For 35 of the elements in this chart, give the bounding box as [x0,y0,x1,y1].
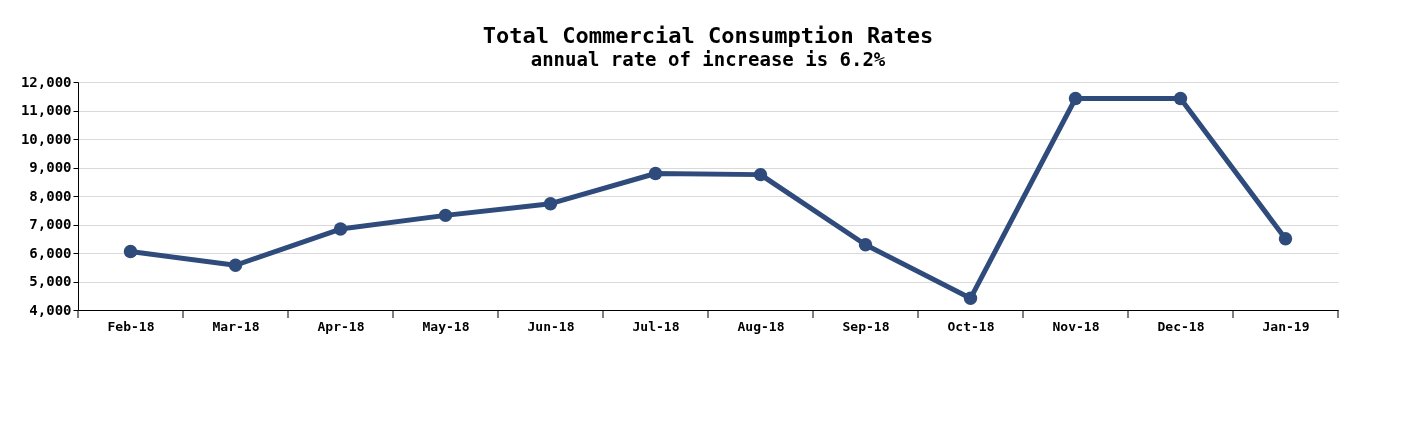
x-tick-label: Aug-18 [737,318,785,334]
point [1173,91,1188,106]
point [438,208,453,223]
y-tick-label: 12,000 [20,73,72,90]
y-tick-label: 11,000 [20,102,72,118]
chart-subtitle: annual rate of increase is 6.2% [530,48,886,70]
point [333,222,348,236]
x-tick-label: Jun-18 [527,318,575,334]
x-tick-label: Nov-18 [1052,318,1100,334]
point [963,291,978,306]
point [543,197,558,211]
y-tick-label: 4,000 [29,301,72,318]
point [648,166,663,181]
point [228,258,243,272]
y-tick-label: 8,000 [29,187,72,204]
x-tick-label: Jan-19 [1262,318,1310,334]
y-tick-label: 7,000 [29,216,72,232]
point [1278,232,1293,246]
x-tick-label: Feb-18 [107,318,155,334]
x-tick-label: Apr-18 [317,318,365,334]
y-tick-label: 9,000 [29,159,72,175]
point [753,167,768,182]
point [123,244,138,259]
y-tick-label: 6,000 [29,244,72,261]
x-tick-label: Jul-18 [632,318,680,334]
x-tick-label: Oct-18 [947,318,995,334]
point [858,238,873,252]
point [1068,91,1083,106]
y-tick-label: 10,000 [20,130,72,147]
x-tick-label: Sep-18 [842,318,890,334]
chart-title: Total Commercial Consumption Rates [482,23,934,48]
y-tick-label: 5,000 [29,273,72,289]
x-tick-label: Mar-18 [212,318,260,334]
x-tick-label: Dec-18 [1157,318,1205,334]
x-tick-label: May-18 [422,318,470,334]
